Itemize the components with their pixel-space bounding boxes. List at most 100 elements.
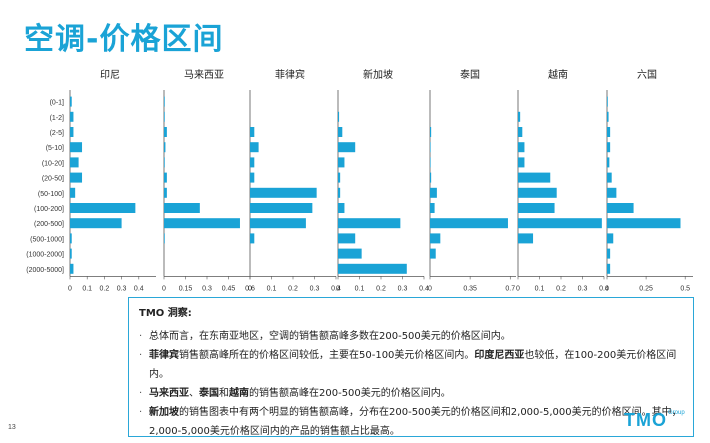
- insight-bullet: 新加坡的销售图表中有两个明显的销售额高峰，分布在200-500美元的价格区间和2…: [139, 403, 683, 441]
- logo-text: TMO: [624, 410, 667, 430]
- insight-highlight: 越南: [229, 388, 249, 399]
- category-label: (20-50]: [42, 176, 64, 183]
- x-tick-label: 0: [248, 285, 252, 292]
- bar: [250, 233, 255, 244]
- bar: [607, 127, 611, 137]
- bar: [518, 218, 602, 229]
- bar: [518, 187, 557, 198]
- bar: [164, 127, 167, 137]
- bar: [70, 248, 72, 259]
- bar: [518, 111, 521, 122]
- bar: [338, 127, 343, 137]
- bar: [250, 142, 259, 153]
- panel-title: 越南: [548, 68, 568, 81]
- insight-text: 总体而言，在东南亚地区，空调的销售额高峰多数在200-500美元的价格区间内。: [149, 331, 511, 342]
- bar: [164, 187, 167, 198]
- insight-bullet: 马来西亚、泰国和越南的销售额高峰在200-500美元的价格区间内。: [139, 384, 683, 403]
- x-tick-label: 0: [428, 285, 432, 292]
- x-tick-label: 0.3: [310, 285, 320, 292]
- bar: [430, 127, 432, 137]
- bar: [164, 142, 166, 153]
- bar: [250, 127, 255, 137]
- bar: [607, 203, 634, 213]
- category-label: (500-1000]: [30, 236, 64, 243]
- x-tick-label: 0.4: [599, 285, 609, 292]
- bar: [607, 157, 610, 168]
- insight-heading: TMO 洞察:: [139, 308, 192, 319]
- panel-title: 菲律宾: [275, 68, 305, 81]
- insight-text: 的销售图表中有两个明显的销售额高峰，分布在200-500美元的价格区间和2,00…: [149, 407, 682, 437]
- bar: [70, 233, 72, 244]
- bar: [607, 233, 614, 244]
- bar: [607, 248, 611, 259]
- x-tick-label: 0.2: [288, 285, 298, 292]
- x-tick-label: 0.3: [202, 285, 212, 292]
- insight-bullet: 总体而言，在东南亚地区，空调的销售额高峰多数在200-500美元的价格区间内。: [139, 327, 683, 346]
- bar: [430, 172, 432, 183]
- category-label: (200-500]: [34, 221, 64, 228]
- panel-title: 六国: [637, 69, 657, 81]
- bar: [430, 203, 435, 213]
- x-tick-label: 0.3: [578, 285, 588, 292]
- x-tick-label: 0: [605, 285, 609, 292]
- bar: [250, 172, 255, 183]
- insight-list: 总体而言，在东南亚地区，空调的销售额高峰多数在200-500美元的价格区间内。菲…: [139, 327, 683, 441]
- x-tick-label: 0.5: [680, 285, 690, 292]
- x-tick-label: 0.2: [376, 285, 386, 292]
- x-tick-label: 0: [68, 285, 72, 292]
- bar: [338, 263, 407, 274]
- bar: [518, 142, 525, 153]
- insight-text: 和: [219, 388, 229, 399]
- page-title: 空调-价格区间: [24, 22, 224, 57]
- bar: [164, 218, 240, 229]
- bar: [250, 203, 313, 213]
- category-label: (2-5]: [50, 130, 64, 137]
- insight-text: 、: [189, 388, 199, 399]
- bar: [250, 157, 255, 168]
- insight-text: 销售额高峰所在的价格区间较低，主要在50-100美元价格区间内。: [179, 350, 475, 361]
- x-tick-label: 0.4: [134, 285, 144, 292]
- x-tick-label: 0.2: [100, 285, 110, 292]
- x-tick-label: 0: [516, 285, 520, 292]
- bar: [338, 142, 356, 153]
- bar: [70, 218, 122, 229]
- bar: [70, 157, 79, 168]
- x-tick-label: 0.15: [179, 285, 193, 292]
- x-tick-label: 0.2: [556, 285, 566, 292]
- bar: [164, 172, 167, 183]
- bar: [164, 157, 165, 168]
- x-tick-label: 0: [162, 285, 166, 292]
- x-tick-label: 0.1: [355, 285, 365, 292]
- x-tick-label: 0.6: [245, 285, 255, 292]
- bar: [338, 187, 341, 198]
- insight-box: TMO 洞察: 总体而言，在东南亚地区，空调的销售额高峰多数在200-500美元…: [128, 297, 694, 437]
- bar: [518, 157, 525, 168]
- insight-highlight: 马来西亚: [149, 388, 189, 399]
- bar: [430, 142, 431, 153]
- bar: [430, 233, 441, 244]
- bar: [164, 96, 165, 107]
- category-label: (2000-5000]: [26, 267, 64, 274]
- category-label: (0-1]: [50, 100, 64, 107]
- logo-subtext: Group: [668, 410, 685, 416]
- bar: [164, 203, 200, 213]
- bar: [518, 172, 551, 183]
- category-label: (10-20]: [42, 160, 64, 167]
- bar: [607, 218, 681, 229]
- bar: [338, 233, 356, 244]
- insight-highlight: 印度尼西亚: [474, 350, 525, 361]
- price-range-charts: (0-1] (1-2] (2-5] (5-10] (10-20] (20-50] (50-1…: [26, 68, 693, 292]
- bar: [338, 172, 341, 183]
- bar: [70, 127, 74, 137]
- bar: [518, 127, 523, 137]
- bar: [518, 233, 534, 244]
- bar: [164, 111, 165, 122]
- bar: [430, 157, 431, 168]
- panel-title: 新加坡: [363, 68, 393, 81]
- bar: [70, 142, 83, 153]
- x-tick-label: 0.1: [267, 285, 277, 292]
- x-tick-label: 0.3: [398, 285, 408, 292]
- bar: [607, 96, 608, 107]
- bar: [430, 187, 437, 198]
- bar: [70, 172, 83, 183]
